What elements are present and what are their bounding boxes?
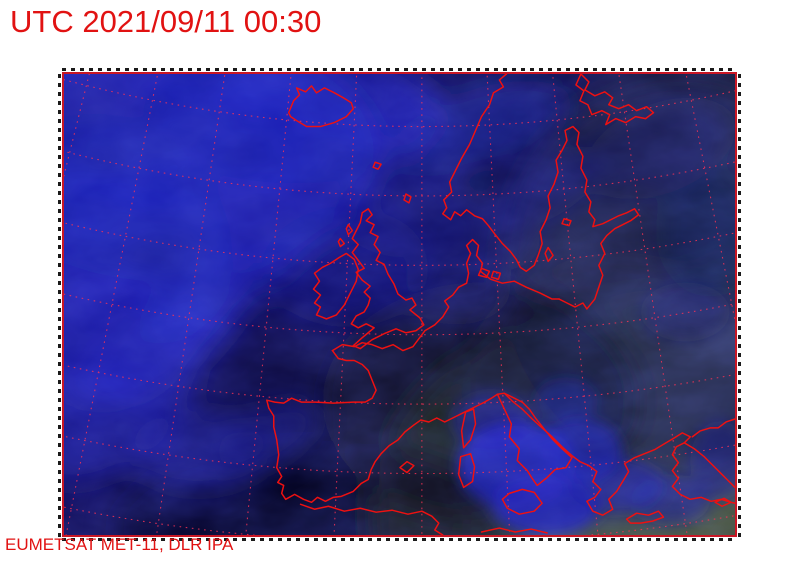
coastline-crete	[625, 510, 665, 524]
coastline-sardinia	[457, 452, 476, 489]
coastline-north-africa	[299, 503, 548, 535]
coastline-hebrides	[337, 223, 354, 248]
coastline-cyprus	[714, 497, 732, 507]
coastline-iceland	[287, 85, 355, 128]
frame-ticks-bottom	[62, 538, 737, 541]
coastline-corsica	[460, 408, 477, 449]
coastline-danish-islands	[477, 267, 502, 280]
coastlines-layer	[266, 74, 735, 535]
timestamp-title: UTC 2021/09/11 00:30	[10, 4, 322, 39]
coastline-france-iberia	[266, 349, 499, 504]
coastline-estonian-islands	[561, 218, 572, 227]
attribution-caption: EUMETSAT MET-11, DLR IPA	[5, 535, 234, 554]
coastline-faroe-islands	[372, 161, 382, 170]
coastline-ireland	[312, 252, 359, 320]
frame-ticks-top	[62, 68, 737, 71]
dark-texture-noise	[64, 74, 735, 535]
frame-ticks-left	[58, 72, 61, 537]
coastline-bulgaria-black-sea	[691, 418, 735, 438]
frame-ticks-right	[738, 72, 741, 537]
coastline-white-sea	[575, 74, 655, 126]
coastline-italy	[496, 392, 573, 487]
coastline-sicily	[501, 488, 543, 515]
graticule-grid	[64, 74, 735, 535]
coastline-scandinavia-baltic	[441, 74, 640, 310]
coastline-balearic	[399, 460, 415, 474]
coastline-continental-channel	[331, 238, 560, 352]
satellite-map-image	[64, 74, 735, 535]
satellite-map-frame	[62, 72, 737, 537]
coastline-great-britain	[350, 208, 425, 350]
coastline-shetland	[403, 193, 412, 204]
coastline-gotland	[544, 246, 554, 263]
